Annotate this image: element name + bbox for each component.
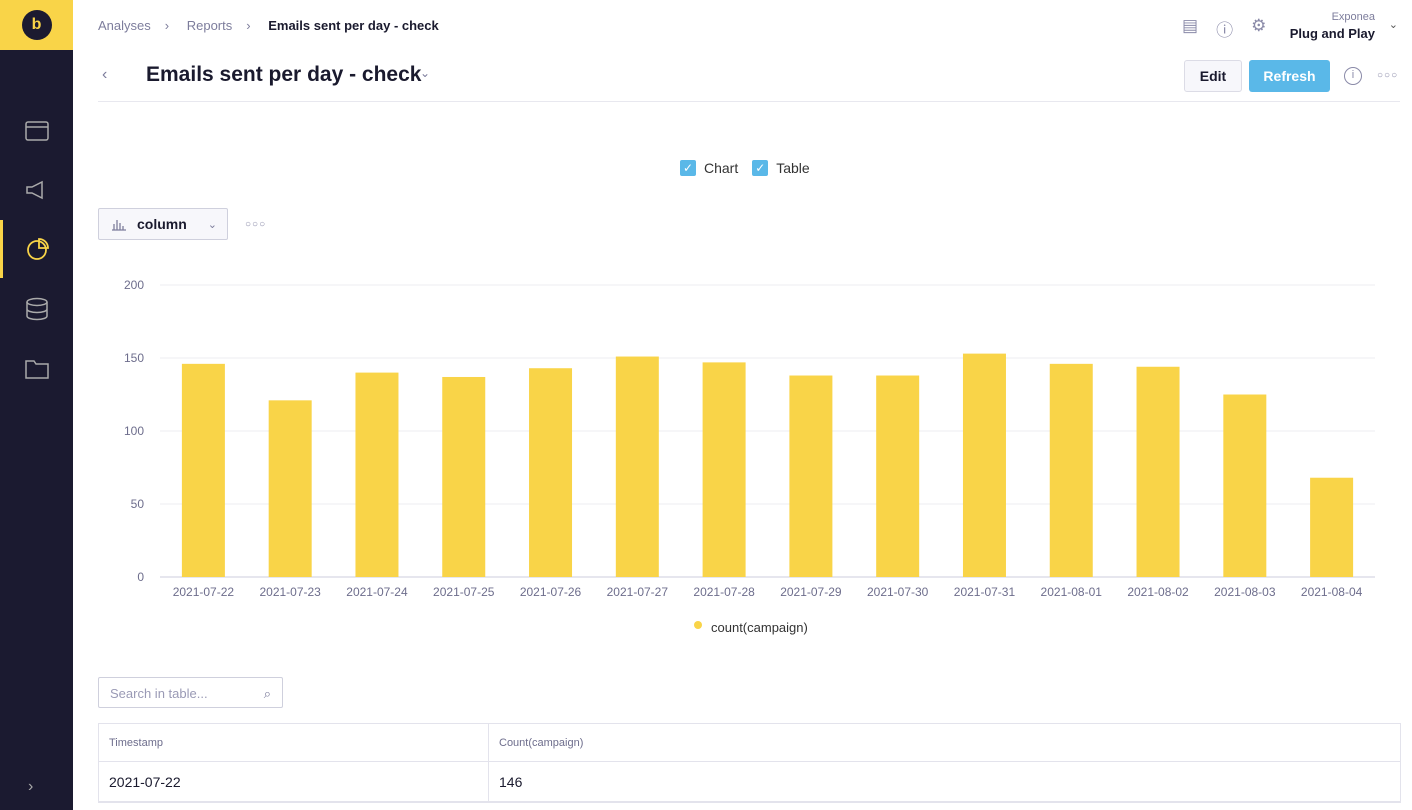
bar [181,363,225,577]
chart-toggle-label: Chart [704,160,739,176]
sidebar-item-assets[interactable] [0,340,73,398]
bar [789,375,833,577]
comments-icon[interactable]: ▤ [1182,16,1199,35]
x-tick-label: 2021-07-27 [607,585,669,599]
chevron-down-icon[interactable]: ⌄ [420,66,431,80]
project-name: Plug and Play [1289,26,1375,41]
column-chart: 0 50 100 150 200 2021-07-22 2021-07-23 2021-07-… [124,278,1375,635]
y-tick-label: 200 [124,278,144,292]
chevron-down-icon[interactable]: ⌄ [1388,19,1398,31]
x-tick-label: 2021-07-23 [259,585,321,599]
chevron-down-icon: ⌄ [207,218,217,231]
checkbox-checked-icon[interactable]: ✓ [752,160,769,176]
sidebar-item-data[interactable] [0,280,73,338]
bar [876,375,920,577]
bar [442,376,486,577]
chart-type-label: column [137,216,187,232]
search-icon: ⌕ [263,686,271,701]
column-header-timestamp[interactable]: Timestamp [99,724,489,761]
table-row: 2021-07-22 146 [99,762,1400,802]
breadcrumb-current: Emails sent per day - check [268,18,439,33]
bar [268,400,312,577]
x-tick-label: 2021-07-30 [867,585,929,599]
sidebar: b › [0,0,73,810]
column-header-count[interactable]: Count(campaign) [499,736,584,749]
project-switcher[interactable]: Exponea Plug and Play [1290,11,1375,41]
divider [98,101,1400,102]
org-name: Exponea [1331,11,1375,23]
y-tick-label: 50 [131,497,145,511]
bar [702,362,746,577]
chart-type-select[interactable]: column ⌄ [98,208,228,240]
x-tick-label: 2021-07-24 [346,585,408,599]
expand-sidebar-icon[interactable]: › [28,778,34,795]
legend-label: count(campaign) [711,620,808,635]
edit-button[interactable]: Edit [1184,60,1242,92]
breadcrumb: Analyses › Reports › Emails sent per day -… [98,18,453,33]
sidebar-item-dashboards[interactable] [0,102,73,160]
x-tick-label: 2021-08-04 [1301,585,1363,599]
search-placeholder: Search in table... [110,686,208,701]
breadcrumb-reports[interactable]: Reports [186,18,233,33]
y-tick-label: 0 [137,570,144,584]
logo[interactable]: b [0,0,73,50]
bar [1310,477,1354,577]
chart-more-options-icon[interactable]: ○○○ [245,219,267,230]
y-tick-label: 100 [124,424,144,438]
sidebar-item-campaigns[interactable] [0,161,73,219]
pie-chart-icon [27,238,49,260]
x-tick-label: 2021-08-02 [1127,585,1189,599]
refresh-button[interactable]: Refresh [1249,60,1330,92]
more-options-icon[interactable]: ○○○ [1377,70,1399,81]
table-header: Timestamp Count(campaign) [99,724,1400,762]
x-tick-label: 2021-08-01 [1041,585,1103,599]
bar [1136,366,1180,577]
info-icon[interactable]: i [1344,67,1362,85]
gear-icon[interactable]: ⚙ [1251,16,1267,35]
folder-icon [24,360,49,379]
chart-toggle[interactable]: ✓ Chart [680,160,738,176]
table-search-input[interactable]: Search in table... ⌕ [98,677,283,708]
megaphone-icon [25,180,43,200]
bar [529,368,573,577]
bar [1223,394,1267,577]
cell-timestamp: 2021-07-22 [99,762,489,801]
x-tick-label: 2021-07-29 [780,585,842,599]
x-tick-label: 2021-07-26 [520,585,582,599]
table-toggle[interactable]: ✓ Table [752,160,810,176]
back-icon[interactable]: ‹ [102,66,108,83]
y-tick-label: 150 [124,351,144,365]
dashboard-icon [24,121,49,141]
bar [962,353,1006,577]
cell-count: 146 [499,773,523,790]
logo-icon: b [21,10,52,40]
data-table: Timestamp Count(campaign) 2021-07-22 146 [98,723,1401,803]
help-icon[interactable]: ⓘ [1216,21,1234,40]
checkbox-checked-icon[interactable]: ✓ [680,160,696,176]
sidebar-item-analyses[interactable] [0,220,73,278]
bar [615,356,659,577]
x-tick-label: 2021-07-31 [954,585,1016,599]
bar [1049,363,1093,577]
bar [355,372,399,577]
legend-marker [694,621,702,629]
x-tick-label: 2021-08-03 [1214,585,1276,599]
x-tick-label: 2021-07-28 [693,585,755,599]
x-tick-label: 2021-07-22 [173,585,235,599]
breadcrumb-analyses[interactable]: Analyses [98,18,151,33]
table-toggle-label: Table [776,160,810,176]
x-tick-label: 2021-07-25 [433,585,495,599]
chevron-right-icon: › [246,18,251,33]
page-title: Emails sent per day - check [146,63,422,86]
chevron-right-icon: › [164,18,170,33]
column-chart-icon [112,220,126,231]
database-icon [25,297,48,321]
